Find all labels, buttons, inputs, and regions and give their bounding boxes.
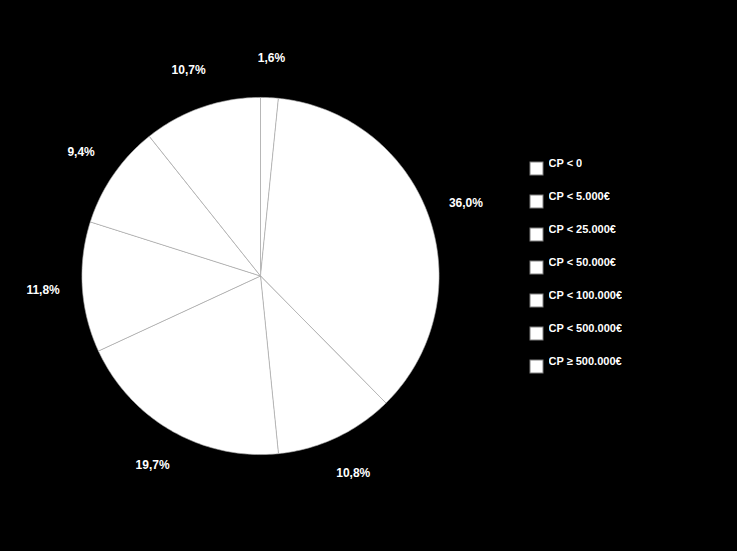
html-text:CP ≥ 500.000€: CP ≥ 500.000€: [548, 355, 622, 368]
html-text:CP < 500.000€: CP < 500.000€: [548, 322, 622, 335]
html-text:CP < 100.000€: CP < 100.000€: [548, 289, 622, 302]
svg-text:11,8%: 11,8%: [26, 283, 60, 297]
svg-text:1,6%: 1,6%: [258, 51, 286, 65]
html-text:CP < 5.000€: CP < 5.000€: [548, 190, 610, 203]
html-text:CP < 0: CP < 0: [548, 157, 583, 170]
html-text:CP < 50.000€: CP < 50.000€: [548, 256, 616, 269]
svg-text:10,7%: 10,7%: [172, 63, 206, 77]
svg-text:36,0%: 36,0%: [449, 196, 483, 210]
html-text:CP < 25.000€: CP < 25.000€: [548, 223, 616, 236]
svg-text:19,7%: 19,7%: [136, 458, 170, 472]
svg-text:10,8%: 10,8%: [336, 466, 370, 480]
svg-text:9,4%: 9,4%: [67, 145, 95, 159]
